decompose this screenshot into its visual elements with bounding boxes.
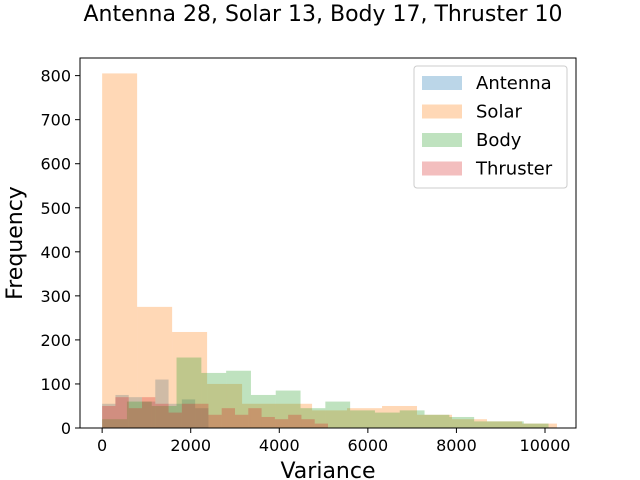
x-tick-label: 8000 [436,436,477,455]
bar-antenna-4 [155,379,169,428]
bar-body-3 [176,357,202,428]
bar-thruster-1 [115,397,129,428]
bar-antenna-5 [168,403,182,428]
bar-body-12 [399,410,425,428]
bar-antenna-0 [102,403,116,428]
bar-antenna-1 [115,394,129,428]
legend-swatch-antenna [422,76,462,90]
x-tick-label: 2000 [170,436,211,455]
bar-thruster-11 [248,408,262,428]
bar-thruster-15 [301,419,315,428]
legend-label-solar: Solar [476,102,522,123]
bar-solar-1 [137,306,173,428]
bar-solar-11 [486,421,522,428]
legend-label-thruster: Thruster [475,159,553,180]
x-tick-label: 4000 [259,436,300,455]
x-axis-title: Variance [280,459,375,480]
y-tick-label: 800 [40,67,71,86]
bar-thruster-13 [274,419,289,428]
x-tick-label: 10000 [520,436,571,455]
bar-thruster-10 [235,414,249,428]
x-axis: 0 2000 4000 6000 8000 10000 [97,428,570,455]
bar-solar-0 [102,73,138,429]
legend-box [413,65,568,189]
bar-solar-10 [452,419,487,428]
bar-body-13 [424,414,450,428]
bar-solar-12 [521,423,557,428]
bar-thruster-16 [314,423,328,428]
bar-body-9 [325,401,351,428]
bar-thruster-12 [261,416,275,428]
bar-solar-6 [312,410,348,428]
bar-body-11 [374,412,400,428]
y-tick-label: 300 [40,287,71,306]
y-tick-label: 100 [40,375,71,394]
y-tick-label: 500 [40,199,71,218]
bar-thruster-14 [288,414,302,428]
bar-solar-7 [347,408,383,428]
bar-body-4 [201,372,227,428]
bar-body-14 [449,416,475,428]
bar-solar-9 [417,414,452,428]
bar-thruster-5 [168,412,182,428]
x-tick-label: 0 [97,436,107,455]
legend-label-antenna: Antenna [476,73,552,94]
bar-thruster-0 [102,405,116,428]
bar-thruster-8 [208,414,222,428]
bar-thruster-9 [221,408,235,428]
bar-body-0 [102,419,127,428]
legend-swatch-solar [422,104,462,119]
bar-antenna-3 [142,401,156,428]
y-tick-label: 0 [61,419,71,438]
bar-thruster-3 [142,397,156,428]
bars-layer [102,73,557,429]
y-tick-label: 600 [40,155,71,174]
y-axis: 0 100 200 300 400 500 600 700 800 [40,67,80,438]
bar-antenna-7 [195,408,209,428]
bar-solar-4 [242,403,278,428]
bar-body-7 [275,390,301,428]
bar-body-10 [350,410,375,428]
bar-antenna-6 [181,399,196,428]
plot-frame [79,57,577,429]
bar-thruster-4 [155,403,169,428]
bar-solar-2 [172,331,208,428]
bar-thruster-6 [181,403,196,428]
bar-thruster-7 [195,403,209,428]
legend-label-body: Body [476,130,522,151]
x-tick-label: 6000 [347,436,388,455]
bar-thruster-2 [128,408,142,428]
bar-antenna-2 [128,397,142,428]
y-tick-label: 400 [40,243,71,262]
bar-solar-8 [382,405,418,428]
legend-swatch-body [422,133,462,147]
chart-title: Antenna 28, Solar 13, Body 17, Thruster … [83,2,562,27]
bar-body-6 [250,394,276,428]
y-tick-label: 700 [40,111,71,130]
bar-body-2 [151,405,177,428]
bar-body-17 [523,423,549,428]
y-axis-title: Frequency [3,186,28,300]
bar-body-1 [126,401,152,428]
bar-body-8 [300,408,326,428]
y-tick-label: 200 [40,331,71,350]
bar-body-16 [498,421,524,428]
legend-swatch-thruster [422,161,462,176]
legend: Antenna Solar Body Thruster [413,65,568,189]
bar-body-15 [474,421,499,428]
bar-solar-5 [277,403,313,428]
bar-solar-3 [207,383,243,428]
bar-body-5 [226,370,251,428]
